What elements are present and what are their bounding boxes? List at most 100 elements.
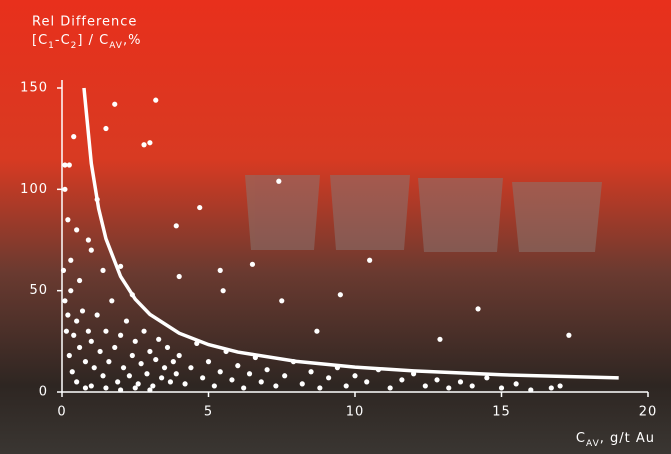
point — [326, 375, 332, 381]
point — [176, 273, 182, 280]
point — [82, 385, 89, 391]
y-label-part: ,% — [123, 33, 142, 48]
point — [557, 383, 563, 389]
point — [76, 277, 83, 284]
y-label-part: 2 — [71, 41, 78, 51]
point — [437, 336, 443, 342]
point — [112, 344, 118, 351]
point — [118, 263, 124, 269]
point — [343, 383, 349, 389]
point — [434, 377, 440, 383]
point — [106, 359, 112, 365]
point — [60, 267, 67, 273]
x-tick-label: 5 — [204, 405, 213, 420]
y-label: Rel Difference — [32, 15, 137, 30]
point — [74, 379, 80, 385]
point — [235, 363, 241, 369]
point — [205, 359, 212, 365]
point — [150, 383, 156, 389]
point — [387, 385, 393, 391]
point — [475, 306, 481, 312]
point — [399, 377, 405, 383]
point — [94, 312, 100, 318]
x-tick-label: 0 — [57, 405, 66, 420]
x-tick-label: 20 — [639, 405, 658, 420]
y-tick-label: 100 — [20, 182, 48, 197]
point — [258, 379, 264, 385]
point — [65, 217, 71, 223]
y-label-part: AV — [109, 41, 123, 51]
point — [188, 365, 194, 371]
fit-curve — [82, 87, 619, 380]
x-label-part: AV — [586, 439, 600, 449]
point — [88, 247, 94, 253]
point — [161, 365, 168, 371]
point — [337, 292, 343, 298]
point — [422, 383, 428, 389]
point — [299, 381, 305, 387]
point — [103, 125, 109, 132]
point — [132, 338, 138, 344]
point — [141, 328, 147, 334]
point — [76, 344, 83, 351]
point — [62, 298, 68, 304]
x-label: CAV, g/t Au — [576, 431, 655, 449]
point — [103, 385, 109, 391]
y-label-part: ] / C — [77, 33, 109, 48]
point — [446, 385, 452, 391]
point — [68, 257, 74, 263]
point — [62, 162, 68, 168]
point — [246, 371, 253, 377]
point — [112, 101, 118, 107]
point — [147, 348, 153, 355]
point — [100, 373, 106, 379]
point — [457, 379, 464, 385]
point — [97, 348, 103, 355]
point — [276, 178, 282, 184]
point — [566, 332, 572, 338]
point — [308, 369, 314, 375]
x-label-part: , g/t Au — [600, 431, 655, 446]
point — [118, 332, 124, 338]
point — [63, 328, 69, 334]
point — [176, 352, 182, 359]
x-label-part: C — [576, 431, 586, 446]
point — [123, 318, 130, 324]
point — [217, 267, 223, 273]
point — [68, 288, 74, 294]
point — [220, 288, 226, 294]
point — [264, 367, 270, 373]
point — [129, 352, 135, 359]
point — [147, 140, 153, 146]
point — [88, 338, 94, 344]
point — [74, 318, 80, 324]
point — [197, 204, 203, 211]
point — [66, 162, 72, 168]
point — [85, 328, 91, 334]
point — [229, 377, 235, 383]
point — [352, 373, 358, 379]
point — [91, 365, 97, 371]
y-label-part: -C — [55, 33, 71, 48]
point — [109, 298, 115, 304]
y-tick-label: 0 — [39, 385, 48, 400]
point — [200, 375, 206, 381]
point — [153, 97, 159, 103]
point — [167, 379, 174, 385]
point — [74, 227, 80, 233]
point — [79, 308, 86, 314]
point — [66, 352, 72, 359]
point — [528, 387, 534, 393]
point — [115, 379, 121, 385]
point — [364, 379, 370, 385]
point — [144, 371, 150, 377]
y-label-part: [C — [32, 33, 48, 48]
point — [156, 336, 162, 342]
point — [173, 223, 179, 229]
x-tick-label: 15 — [492, 405, 511, 420]
point — [498, 385, 505, 391]
point — [147, 387, 153, 393]
point — [273, 383, 279, 389]
point — [170, 359, 176, 365]
point — [85, 237, 91, 243]
